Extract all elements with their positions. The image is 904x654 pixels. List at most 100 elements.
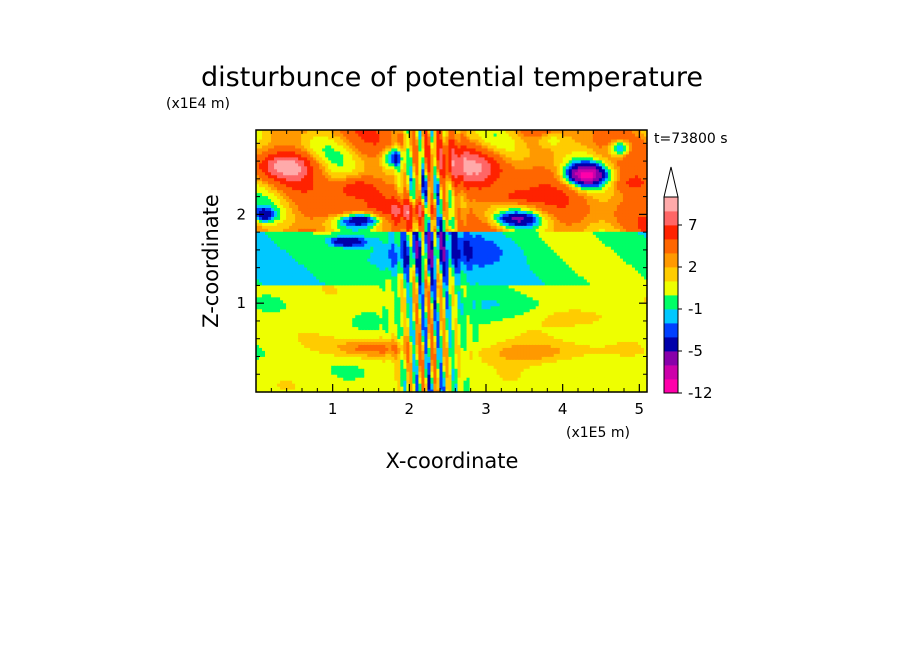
contour-cell [346,332,350,337]
contour-cell [406,326,410,331]
contour-cell [295,302,299,307]
contour-cell [310,374,314,378]
contour-cell [271,389,275,393]
contour-cell [289,335,293,340]
contour-cell [379,228,383,232]
contour-cell [421,210,426,214]
contour-cell [367,272,371,277]
contour-cell [298,326,302,331]
contour-cell [346,338,350,342]
contour-cell [325,344,329,348]
contour-cell [346,350,350,354]
contour-cell [373,380,377,384]
contour-cell [316,144,320,149]
contour-cell [340,216,344,220]
contour-cell [265,269,269,274]
contour-cell [382,287,386,292]
contour-cell [280,213,284,217]
contour-cell [412,255,417,259]
contour-cell [316,177,320,182]
contour-cell [328,156,332,161]
contour-cell [307,368,311,372]
contour-cell [391,144,395,149]
contour-cell [367,287,371,292]
contour-cell [418,186,423,191]
contour-cell [397,225,401,229]
contour-cell [361,287,365,292]
contour-cell [313,159,317,164]
contour-cell [328,380,332,384]
contour-cell [289,228,293,232]
contour-cell [301,252,305,256]
contour-cell [265,135,269,140]
contour-cell [271,261,275,265]
contour-cell [379,186,383,191]
contour-cell [274,165,278,170]
contour-cell [382,231,386,235]
contour-cell [379,138,383,143]
contour-cell [388,329,392,334]
contour-cell [322,323,326,328]
contour-cell [340,302,344,307]
contour-cell [307,147,311,152]
contour-cell [343,290,347,295]
contour-cell [382,201,386,206]
contour-cell [403,284,407,289]
contour-cell [322,359,326,363]
contour-cell [385,374,389,378]
contour-cell [415,281,420,286]
contour-cell [394,189,398,194]
contour-cell [373,299,377,304]
contour-cell [409,347,413,351]
contour-cell [265,299,269,304]
contour-cell [295,138,299,143]
contour-cell [379,180,383,185]
contour-cell [322,156,326,161]
contour-cell [289,359,293,363]
contour-cell [412,386,417,390]
contour-cell [322,269,326,274]
contour-cell [379,183,383,188]
contour-cell [334,255,338,259]
contour-cell [319,255,323,259]
contour-cell [361,261,365,265]
contour-cell [289,130,293,134]
contour-cell [337,180,341,185]
contour-cell [265,305,269,310]
contour-cell [352,204,356,209]
contour-cell [418,296,423,301]
contour-cell [373,216,377,220]
contour-cell [412,234,417,238]
contour-cell [298,311,302,316]
contour-cell [256,255,260,259]
contour-cell [379,284,383,289]
contour-cell [277,183,281,188]
contour-cell [313,189,317,194]
contour-cell [292,141,296,146]
contour-cell [286,180,290,185]
contour-cell [316,138,320,143]
contour-cell [355,207,359,211]
contour-cell [271,386,275,390]
contour-cell [256,389,260,393]
contour-cell [325,347,329,351]
contour-cell [397,168,401,173]
contour-cell [403,240,407,244]
contour-cell [406,353,410,357]
contour-cell [424,356,429,360]
contour-cell [340,329,344,334]
contour-cell [286,138,290,143]
contour-cell [340,326,344,331]
contour-cell [280,225,284,229]
contour-cell [307,362,311,366]
contour-cell [376,329,380,334]
contour-cell [310,132,314,137]
contour-cell [262,308,266,313]
contour-cell [259,347,263,351]
contour-cell [358,359,362,363]
contour-cell [343,216,347,220]
contour-cell [370,249,374,253]
contour-cell [418,252,423,256]
contour-cell [322,180,326,185]
contour-cell [340,213,344,217]
